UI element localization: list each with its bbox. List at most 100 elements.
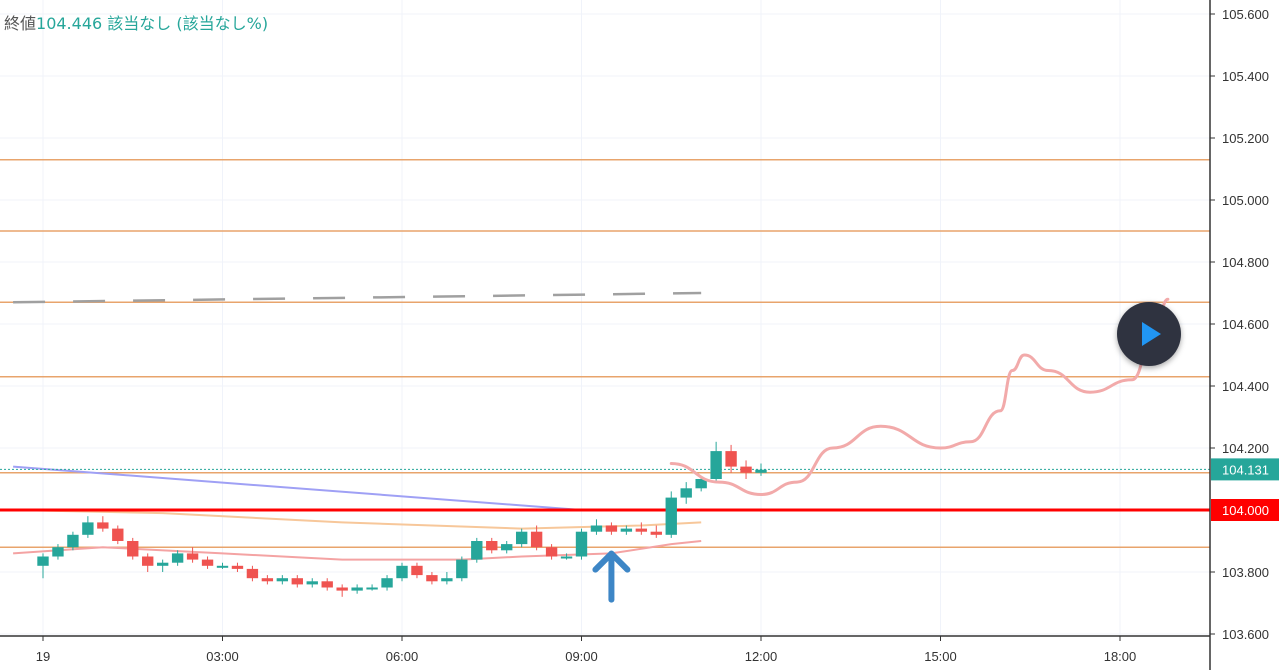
candle-body (501, 544, 513, 551)
time-tick-label: 18:00 (1104, 649, 1137, 664)
price-tick-label: 103.600 (1222, 627, 1269, 642)
candle-body (575, 531, 588, 557)
candle-body (321, 581, 333, 588)
candle-body (755, 469, 767, 473)
candle (471, 537, 483, 563)
time-tick-label: 06:00 (386, 649, 419, 664)
candle (291, 575, 303, 588)
candle-body (725, 451, 737, 467)
candle-body (471, 541, 483, 560)
candle-body (127, 541, 139, 557)
price-tick-label: 103.800 (1222, 565, 1269, 580)
candle-body (52, 547, 64, 557)
candle (52, 544, 64, 560)
candle-body (246, 568, 259, 579)
candle (336, 584, 348, 597)
candle (306, 578, 318, 588)
price-tick-label: 105.400 (1222, 69, 1269, 84)
candle-body (37, 556, 49, 566)
candle-body (306, 581, 318, 585)
candle (755, 463, 767, 476)
projection-curve (669, 297, 1170, 497)
candle-body (456, 559, 468, 579)
candle-body (590, 525, 603, 532)
candle (112, 525, 124, 545)
candle-body (291, 578, 303, 585)
candle-body (560, 556, 573, 559)
close-value: 104.446 (36, 14, 103, 33)
candle-body (680, 488, 692, 498)
price-tick-label: 105.000 (1222, 193, 1269, 208)
dashed-trendline (13, 291, 702, 304)
play-icon (1142, 322, 1161, 346)
candle-body (82, 522, 94, 535)
candle-body (486, 541, 498, 551)
candle-body (441, 578, 453, 582)
candle (142, 553, 154, 572)
candle (351, 584, 363, 594)
candle-body (381, 578, 393, 588)
candle-body (351, 587, 363, 591)
close-label: 終値 (4, 14, 37, 33)
change-value: 該当なし (107, 14, 172, 33)
candle (650, 525, 662, 538)
candle (515, 528, 528, 548)
candle (381, 575, 393, 591)
candle (246, 565, 259, 582)
price-tick-label: 104.200 (1222, 441, 1269, 456)
candle (560, 553, 573, 560)
candle (156, 559, 169, 572)
candle-body (411, 565, 423, 576)
candle (456, 556, 468, 582)
price-tick-label: 104.800 (1222, 255, 1269, 270)
time-tick-label: 15:00 (924, 649, 957, 664)
candle (127, 537, 139, 560)
price-tick-label: 104.600 (1222, 317, 1269, 332)
candle (725, 444, 737, 473)
key-level-tag: 104.000 (1222, 503, 1269, 518)
time-tick-label: 03:00 (206, 649, 239, 664)
candle-body (530, 531, 543, 548)
candle-body (171, 553, 184, 563)
candle (276, 575, 289, 585)
time-tick-label: 19 (36, 649, 50, 664)
candle (97, 516, 109, 532)
candle (366, 584, 378, 591)
play-button[interactable] (1117, 302, 1181, 366)
candle (635, 522, 648, 535)
candle-body (156, 562, 169, 566)
candle-body (635, 528, 648, 532)
candle (530, 525, 543, 551)
candle (231, 562, 244, 572)
candle-body (710, 451, 722, 479)
candle (411, 562, 423, 579)
candle-body (216, 565, 229, 568)
current-price-tag: 104.131 (1222, 462, 1269, 477)
candle (575, 528, 588, 560)
candle (82, 516, 94, 538)
candle-body (186, 553, 199, 560)
price-tick-label: 105.600 (1222, 7, 1269, 22)
candle-body (620, 528, 633, 532)
candle (545, 544, 558, 560)
candle (67, 531, 79, 551)
candle (680, 482, 692, 504)
key-level-tag-bg (1211, 499, 1279, 521)
candle (620, 525, 633, 535)
candle-body (261, 578, 274, 582)
candle-body (231, 565, 244, 569)
candle (37, 553, 49, 579)
current-price-tag-bg (1211, 458, 1279, 481)
candle (186, 547, 199, 563)
candle-body (67, 534, 79, 548)
moving-average-line (13, 540, 702, 561)
candle-body (695, 479, 707, 489)
change-percent: (該当なし%) (176, 14, 269, 33)
candle (396, 562, 408, 582)
candle (426, 572, 438, 585)
moving-average-line (13, 465, 582, 511)
candle-body (650, 531, 662, 535)
candle (740, 460, 752, 479)
